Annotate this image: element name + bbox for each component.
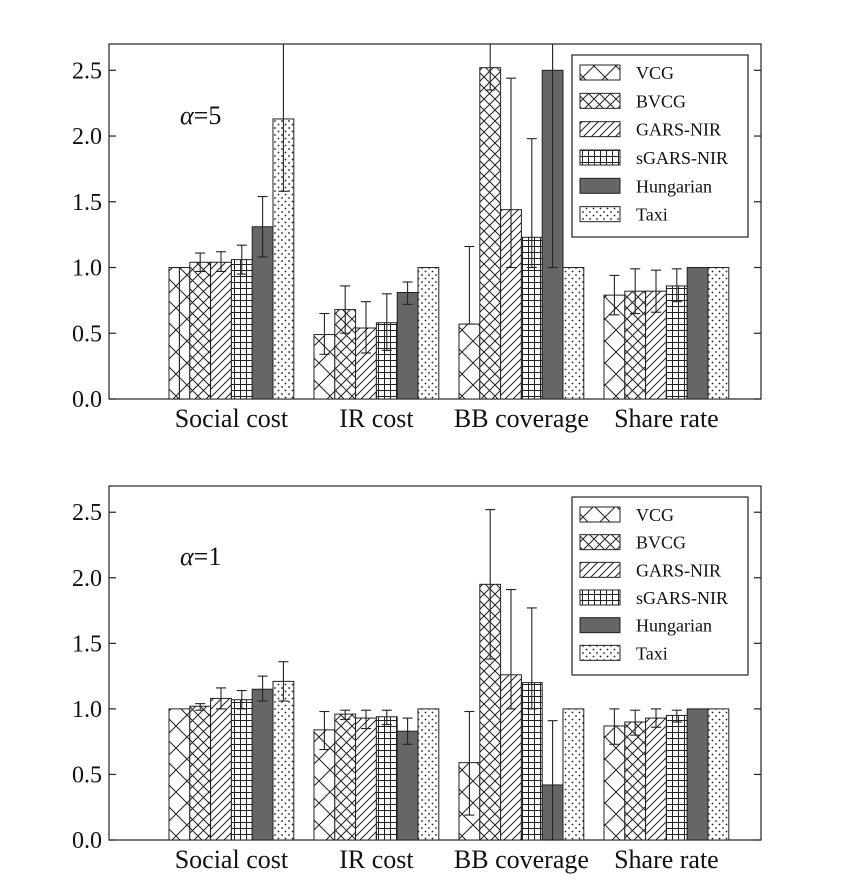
bottom-legend-item: VCG — [579, 505, 674, 525]
bottom-bar-sgars — [665, 714, 688, 841]
top-legend-swatch-gars — [579, 121, 621, 138]
bottom-y-axis: 0.0 0.5 1.0 1.5 2.0 2.5 — [72, 500, 761, 854]
bottom-bar-sgars — [230, 699, 253, 841]
bottom-y-tick-label: 1.0 — [72, 697, 102, 723]
bottom-bar-hung — [686, 708, 709, 841]
top-bars — [168, 67, 730, 400]
top-legend-item: GARS-NIR — [579, 120, 721, 140]
bottom-y-tick-label: 0.0 — [72, 828, 102, 854]
top-legend-label: BVCG — [636, 91, 686, 111]
bottom-legend: VCG BVCG GARS-NIR sGARS-NIR Hungarian Taxi — [571, 496, 749, 676]
top-legend: VCG BVCG GARS-NIR sGARS-NIR Hungarian Taxi — [571, 54, 749, 238]
top-legend-label: sGARS-NIR — [636, 148, 728, 168]
top-legend-label: GARS-NIR — [636, 120, 721, 140]
bottom-legend-item: sGARS-NIR — [579, 588, 728, 608]
bottom-legend-item: Hungarian — [579, 616, 712, 636]
top-bar-gars — [210, 261, 232, 400]
top-y-axis: 0.0 0.5 1.0 1.5 2.0 2.5 — [72, 58, 761, 413]
bottom-legend-label: VCG — [636, 505, 674, 525]
top-legend-swatch-vcg — [579, 64, 621, 81]
top-bar-taxi — [562, 267, 585, 400]
top-bar-bvcg — [479, 67, 502, 400]
top-bar-taxi — [417, 267, 440, 400]
bottom-bar-taxi — [562, 708, 585, 841]
bottom-bar-taxi — [707, 708, 730, 841]
top-legend-item: Taxi — [579, 205, 668, 225]
bottom-legend-label: Taxi — [636, 643, 668, 663]
top-alpha-annotation: α=5 — [180, 101, 221, 130]
top-legend-swatch-taxi — [579, 206, 621, 223]
bottom-legend-swatch-vcg — [579, 506, 621, 523]
bottom-error-bars — [195, 509, 682, 841]
bottom-x-axis: Social cost IR cost BB coverage Share rate — [175, 833, 719, 874]
bottom-category-label: Share rate — [614, 845, 719, 874]
top-bar-taxi — [707, 267, 730, 400]
bottom-bar-taxi — [272, 680, 295, 841]
top-legend-item: Hungarian — [579, 176, 712, 196]
bottom-legend-swatch-taxi — [579, 644, 621, 661]
top-y-tick-label: 2.0 — [72, 124, 102, 150]
bottom-alpha-annotation: α=1 — [180, 542, 221, 571]
bottom-bar-hung — [251, 688, 274, 841]
top-legend-label: VCG — [636, 63, 674, 83]
bottom-bar-hung — [396, 730, 419, 841]
top-legend-swatch-sgars — [579, 149, 621, 166]
top-category-label: Share rate — [614, 404, 719, 433]
top-bar-sgars — [665, 285, 688, 400]
bottom-legend-item: Taxi — [579, 643, 668, 663]
bottom-bar-bvcg — [334, 713, 357, 841]
bottom-legend-label: GARS-NIR — [636, 560, 721, 580]
top-y-tick-label: 2.5 — [72, 58, 102, 84]
top-category-label: IR cost — [339, 404, 414, 433]
top-bar-hung — [396, 292, 419, 400]
top-legend-swatch-bvcg — [579, 92, 621, 109]
bottom-category-label: Social cost — [175, 845, 289, 874]
top-bar-sgars — [230, 259, 253, 400]
top-category-label: BB coverage — [454, 404, 589, 433]
top-bar-hung — [686, 267, 709, 400]
bottom-legend-swatch-sgars — [579, 589, 621, 606]
bottom-chart-panel: 0.0 0.5 1.0 1.5 2.0 2.5 Social cost IR cost BB … — [72, 485, 762, 874]
top-legend-swatch-hung — [579, 177, 621, 194]
bottom-legend-item: BVCG — [579, 533, 686, 553]
bottom-category-label: BB coverage — [454, 845, 589, 874]
top-legend-item: BVCG — [579, 91, 686, 111]
bottom-bar-gars — [645, 717, 667, 841]
bottom-legend-label: BVCG — [636, 533, 686, 553]
top-bar-vcg — [458, 323, 481, 400]
bottom-bar-gars — [355, 717, 377, 841]
top-bar-bvcg — [189, 261, 212, 400]
top-error-bars — [174, 44, 682, 400]
bottom-legend-swatch-bvcg — [579, 534, 621, 551]
top-y-tick-label: 1.0 — [72, 256, 102, 282]
bottom-legend-label: sGARS-NIR — [636, 588, 728, 608]
bottom-bar-bvcg — [624, 721, 647, 841]
bottom-legend-swatch-gars — [579, 561, 621, 578]
bottom-bar-sgars — [375, 716, 398, 841]
bottom-legend-label: Hungarian — [636, 616, 712, 636]
bottom-y-tick-label: 2.0 — [72, 566, 102, 592]
bottom-bars — [168, 583, 730, 841]
top-legend-label: Taxi — [636, 205, 668, 225]
top-y-tick-label: 0.0 — [72, 387, 102, 413]
top-legend-item: sGARS-NIR — [579, 148, 728, 168]
bottom-bar-bvcg — [189, 705, 212, 841]
top-y-tick-label: 0.5 — [72, 321, 102, 347]
bottom-y-tick-label: 2.5 — [72, 500, 102, 526]
top-legend-label: Hungarian — [636, 176, 712, 196]
bottom-legend-swatch-hung — [579, 617, 621, 634]
bottom-bar-taxi — [417, 708, 440, 841]
top-x-axis: Social cost IR cost BB coverage Share rate — [175, 392, 719, 433]
top-y-tick-label: 1.5 — [72, 190, 102, 216]
bottom-y-tick-label: 1.5 — [72, 631, 102, 657]
bottom-category-label: IR cost — [339, 845, 414, 874]
bottom-legend-item: GARS-NIR — [579, 560, 721, 580]
top-chart-panel: 0.0 0.5 1.0 1.5 2.0 2.5 Social cost IR cost BB … — [72, 43, 762, 433]
bottom-y-tick-label: 0.5 — [72, 762, 102, 788]
top-legend-item: VCG — [579, 63, 674, 83]
bottom-bar-gars — [210, 697, 232, 841]
bottom-bar-vcg — [168, 708, 191, 841]
top-category-label: Social cost — [175, 404, 289, 433]
